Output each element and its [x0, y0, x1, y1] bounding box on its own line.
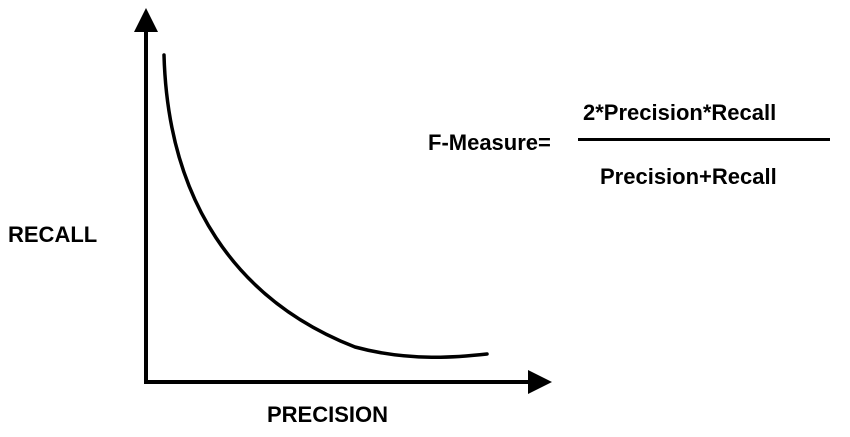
formula-denominator: Precision+Recall — [600, 164, 777, 189]
x-axis-arrowhead — [528, 370, 552, 394]
fraction-bar — [578, 138, 830, 141]
formula-lhs: F-Measure= — [428, 130, 551, 155]
y-axis-arrowhead — [134, 8, 158, 32]
formula-numerator: 2*Precision*Recall — [583, 100, 777, 125]
y-axis-label: RECALL — [8, 222, 98, 247]
x-axis-label: PRECISION — [267, 402, 389, 427]
precision-recall-curve — [162, 53, 489, 359]
f-measure-formula: F-Measure= 2*Precision*Recall Precision+… — [428, 92, 848, 202]
